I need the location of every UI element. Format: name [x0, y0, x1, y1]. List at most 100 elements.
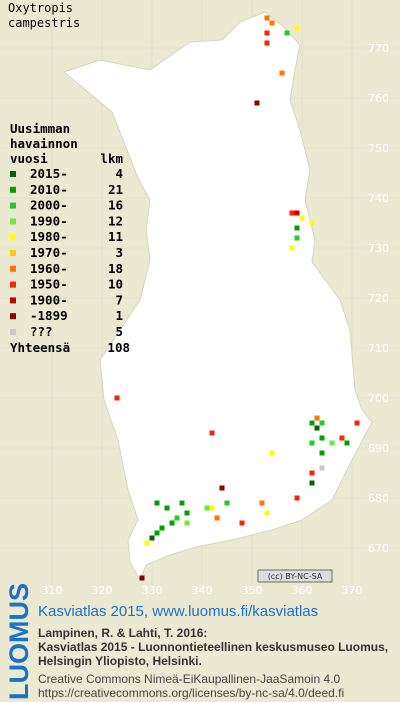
legend-count: 5 — [115, 324, 123, 339]
legend-swatch — [10, 186, 16, 193]
legend: 2015- 4 2010- 21 2000- 16 1990- 12 1980- 11 1970- 3… — [10, 166, 130, 355]
y-tick-label: 730 — [368, 242, 389, 255]
observation-square — [239, 520, 245, 526]
observation-square — [209, 505, 215, 511]
observation-square — [159, 525, 165, 531]
legend-swatch — [10, 281, 16, 288]
x-tick-label: 330 — [142, 584, 163, 597]
license: Creative Commons Nimeä-EiKaupallinen-Jaa… — [38, 672, 340, 686]
legend-count: 21 — [108, 182, 123, 197]
observation-square — [224, 500, 230, 506]
legend-label: 1980- — [30, 229, 68, 244]
observation-square — [354, 420, 360, 426]
legend-label: -1899 — [30, 308, 68, 323]
legend-count: 18 — [108, 261, 123, 276]
observation-square — [294, 235, 300, 241]
citation: Helsingin Yliopisto, Helsinki. — [38, 654, 202, 668]
legend-header: vuosi — [10, 151, 48, 166]
observation-square — [319, 420, 325, 426]
observation-square — [214, 515, 220, 521]
observation-square — [289, 245, 295, 251]
legend-swatch — [10, 202, 16, 209]
legend-swatch — [10, 329, 16, 335]
observation-square — [294, 495, 300, 501]
legend-count: 7 — [115, 292, 123, 307]
observation-square — [319, 450, 325, 456]
legend-label: 1970- — [30, 245, 68, 260]
citation: Lampinen, R. & Lahti, T. 2016: — [38, 626, 207, 640]
legend-count: 3 — [115, 245, 123, 260]
observation-square — [269, 20, 275, 26]
observation-square — [139, 575, 145, 581]
observation-square — [329, 440, 335, 446]
legend-swatch — [10, 171, 16, 177]
y-tick-label: 770 — [368, 42, 389, 55]
observation-square — [314, 425, 320, 431]
observation-square — [289, 210, 295, 216]
observation-square — [294, 225, 300, 231]
observation-square — [294, 210, 300, 216]
license: https://creativecommons.org/licenses/by-… — [38, 686, 344, 700]
observation-square — [319, 435, 325, 441]
license-badge — [257, 569, 333, 583]
observation-square — [154, 500, 160, 506]
observation-square — [184, 520, 190, 526]
legend-count: 16 — [108, 198, 123, 213]
legend-count: 12 — [108, 213, 123, 228]
y-tick-label: 760 — [368, 92, 389, 105]
observation-square — [309, 470, 315, 476]
observation-square — [164, 505, 170, 511]
y-tick-label: 690 — [368, 442, 389, 455]
legend-label: 2010- — [30, 182, 68, 197]
observation-square — [254, 100, 260, 106]
y-tick-label: 720 — [368, 292, 389, 305]
observation-square — [294, 25, 300, 31]
observation-square — [204, 505, 210, 511]
legend-label: 2000- — [30, 198, 68, 213]
observation-square — [264, 15, 270, 21]
observation-square — [219, 485, 225, 491]
observation-square — [114, 395, 120, 401]
x-tick-label: 350 — [242, 584, 263, 597]
observation-square — [209, 430, 215, 436]
license-badge-text: (cc) BY-NC-SA — [268, 572, 323, 581]
legend-swatch — [10, 234, 16, 241]
y-tick-label: 750 — [368, 142, 389, 155]
legend-count: 11 — [108, 229, 123, 244]
species-name: campestris — [8, 16, 80, 30]
legend-swatch — [10, 297, 16, 304]
y-tick-label: 700 — [368, 392, 389, 405]
observation-square — [259, 500, 265, 506]
observation-square — [299, 215, 305, 221]
legend-label: 1950- — [30, 277, 68, 292]
legend-count: 10 — [108, 277, 123, 292]
observation-square — [169, 520, 175, 526]
legend-label: 2015- — [30, 166, 68, 181]
x-tick-label: 320 — [92, 584, 113, 597]
observation-square — [264, 30, 270, 36]
observation-square — [149, 535, 155, 541]
x-tick-label: 360 — [292, 584, 313, 597]
observation-square — [264, 40, 270, 46]
observations — [114, 15, 360, 581]
legend-header: lkm — [100, 151, 123, 166]
legend-total-label: Yhteensä — [10, 340, 70, 355]
logo: LUOMUS — [4, 583, 34, 700]
legend-label: 1990- — [30, 213, 68, 228]
y-tick-label: 710 — [368, 342, 389, 355]
legend-label: 1960- — [30, 261, 68, 276]
observation-square — [319, 465, 325, 471]
observation-square — [309, 440, 315, 446]
observation-square — [179, 500, 185, 506]
x-tick-label: 370 — [342, 584, 363, 597]
observation-square — [174, 515, 180, 521]
legend-swatch — [10, 250, 16, 256]
legend-count: 1 — [115, 308, 123, 323]
observation-square — [309, 480, 315, 486]
observation-square — [184, 510, 190, 516]
axes: 310 320 330 340 350 360 3706706806907007107207… — [42, 42, 390, 597]
headline: Kasviatlas 2015, www.luomus.fi/kasviatla… — [38, 603, 318, 620]
y-tick-label: 740 — [368, 192, 389, 205]
legend-header: havainnon — [10, 136, 78, 151]
legend-label: 1900- — [30, 292, 68, 307]
